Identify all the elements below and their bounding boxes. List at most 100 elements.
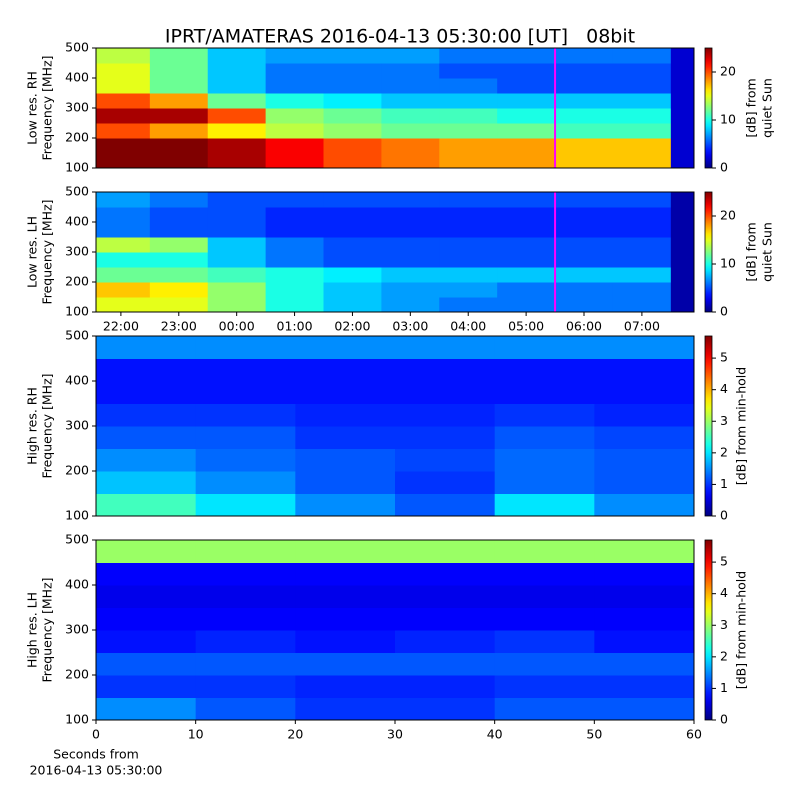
y-tick-label: 100: [65, 160, 89, 175]
heatmap-cell: [439, 153, 498, 169]
heatmap-cell: [207, 192, 267, 208]
x-tick-label: 07:00: [624, 319, 660, 334]
x-tick-label: 06:00: [566, 319, 602, 334]
colorbar-label: quiet Sun: [760, 222, 775, 282]
heatmap-cell: [96, 562, 197, 586]
heatmap-cell: [195, 585, 296, 608]
heatmap-cell: [612, 282, 672, 298]
x-tick-label: 01:00: [277, 319, 313, 334]
heatmap-cell: [265, 123, 325, 139]
heatmap-cell: [439, 297, 498, 313]
heatmap-cell: [670, 267, 695, 283]
heatmap-cell: [555, 207, 614, 223]
heatmap-cell: [207, 222, 267, 238]
heatmap-cell: [612, 138, 672, 154]
heatmap-cell: [195, 562, 296, 586]
heatmap-cell: [323, 297, 382, 313]
heatmap-cell: [439, 138, 498, 154]
x-tick-label: 20: [287, 727, 303, 742]
y-axis-label: Frequency [MHz]: [40, 577, 55, 682]
heatmap-cell: [96, 123, 151, 139]
heatmap-cell: [96, 675, 197, 698]
heatmap-cell: [96, 207, 151, 223]
heatmap-cell: [497, 153, 556, 169]
heatmap-cell: [381, 153, 440, 169]
heatmap-cell: [195, 652, 296, 676]
heatmap-cell: [323, 93, 382, 109]
heatmap-cell: [395, 336, 496, 359]
heatmap-cell: [381, 78, 440, 94]
colorbar-tick-label: 1: [720, 476, 728, 491]
heatmap-cell: [149, 222, 209, 238]
heatmap-cell: [497, 63, 556, 79]
heatmap-cell: [149, 123, 209, 139]
x-tick-label: 00:00: [219, 319, 255, 334]
heatmap-cell: [295, 697, 396, 721]
heatmap-cell: [381, 297, 440, 313]
heatmap-cell: [195, 358, 296, 382]
heatmap-cell: [96, 652, 197, 676]
x-tick-label: 50: [586, 727, 602, 742]
heatmap-cell: [195, 448, 296, 472]
heatmap-cell: [395, 493, 496, 517]
heatmap-cell: [670, 297, 695, 313]
y-tick-label: 500: [65, 532, 89, 547]
heatmap-cell: [555, 48, 614, 64]
heatmap-cell: [497, 123, 556, 139]
heatmap-cell: [265, 222, 325, 238]
heatmap-cell: [323, 48, 382, 64]
heatmap-cell: [207, 267, 267, 283]
heatmap-cell: [149, 207, 209, 223]
heatmap-cell: [670, 63, 695, 79]
heatmap-cell: [323, 252, 382, 268]
heatmap-cell: [295, 471, 396, 494]
heatmap-cell: [497, 297, 556, 313]
heatmap-cell: [439, 267, 498, 283]
heatmap-cell: [195, 381, 296, 404]
heatmap-cell: [497, 138, 556, 154]
x-tick-label: 04:00: [450, 319, 486, 334]
heatmap-cell: [96, 493, 197, 517]
heatmap-cell: [96, 607, 197, 631]
heatmap-cell: [195, 630, 296, 653]
heatmap-cell: [497, 192, 556, 208]
heatmap-cell: [96, 471, 197, 494]
heatmap-cell: [295, 358, 396, 382]
heatmap-cell: [195, 540, 296, 563]
heatmap-cell: [670, 207, 695, 223]
heatmap-cell: [207, 48, 267, 64]
heatmap-cell: [323, 282, 382, 298]
heatmap-cell: [149, 138, 209, 154]
heatmap-cell: [670, 108, 695, 124]
colorbar-tick-label: 3: [720, 413, 728, 428]
colorbar-tick-label: 4: [720, 381, 728, 396]
heatmap-cell: [96, 138, 151, 154]
heatmap-cell: [207, 282, 267, 298]
heatmap-cell: [494, 652, 595, 676]
y-tick-label: 400: [65, 70, 89, 85]
heatmap-cell: [612, 48, 672, 64]
heatmap-cell: [555, 252, 614, 268]
heatmap-cell: [381, 282, 440, 298]
heatmap-cell: [265, 93, 325, 109]
heatmap-cell: [594, 426, 695, 449]
colorbar-tick-label: 5: [720, 554, 728, 569]
heatmap-cell: [497, 237, 556, 253]
y-axis-label: Low res. LH: [25, 216, 40, 288]
colorbar: [704, 47, 713, 169]
colorbar-tick-label: 4: [720, 585, 728, 600]
heatmap-cell: [96, 381, 197, 404]
colorbar-label: [dB] from min-hold: [734, 571, 749, 689]
heatmap-cell: [295, 652, 396, 676]
x-tick-label: 60: [686, 727, 702, 742]
y-tick-label: 300: [65, 418, 89, 433]
heatmap-cell: [594, 493, 695, 517]
y-tick-label: 200: [65, 130, 89, 145]
heatmap-cell: [96, 237, 151, 253]
x-tick-label: 05:00: [508, 319, 544, 334]
heatmap-cell: [497, 48, 556, 64]
heatmap-cell: [670, 192, 695, 208]
heatmap-cell: [612, 108, 672, 124]
heatmap-cell: [96, 297, 151, 313]
heatmap-cell: [207, 138, 267, 154]
